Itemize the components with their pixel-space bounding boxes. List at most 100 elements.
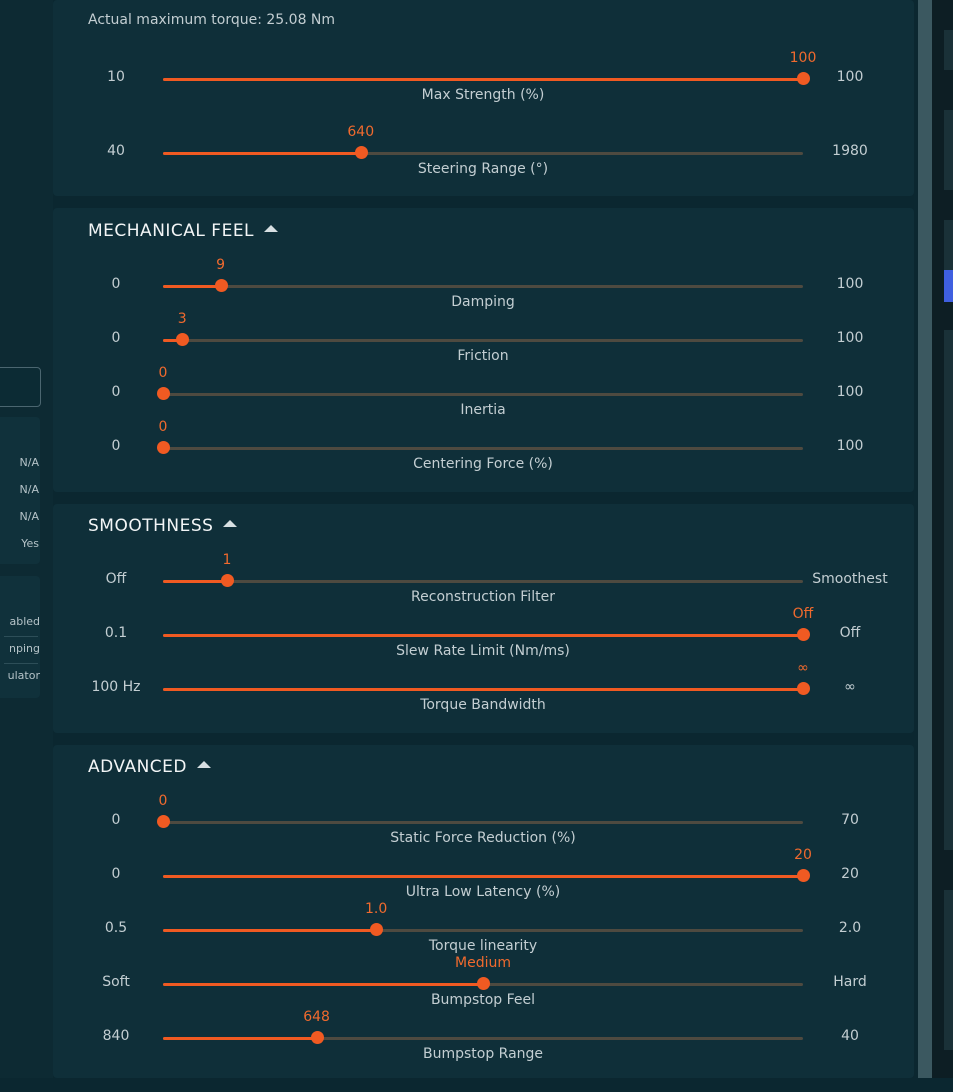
slider-inertia[interactable]: 0 0 100 Inertia [53,365,914,448]
slider-value: 1.0 [364,901,388,917]
slider-min-label: 10 [107,69,125,85]
slider-value: ∞ [797,660,809,676]
slider-max-label: 40 [841,1028,859,1044]
advanced-card: ADVANCED 0 0 70 Static Force Reduction (%) … [53,745,914,1078]
slider-value: 3 [177,311,187,327]
slider-friction[interactable]: 0 3 100 Friction [53,311,914,394]
slider-thumb[interactable] [176,333,190,346]
slider-bumpstop-feel[interactable]: Soft Medium Hard Bumpstop Feel [53,955,914,1038]
collapse-caret-icon[interactable] [197,761,212,768]
slider-min-label: Soft [102,974,130,990]
slider-reconstruction-filter[interactable]: Off 1 Smoothest Reconstruction Filter [53,552,914,635]
slider-fill [163,983,483,986]
slider-track[interactable]: 0 [157,793,803,828]
slider-max-label: 20 [841,866,859,882]
scrollbar[interactable] [918,0,932,1078]
slider-value: 0 [158,419,168,435]
slider-min-label: 0 [111,866,121,882]
status-value: N/A [19,483,39,496]
slider-track[interactable]: 0 [157,365,803,400]
slider-slew-rate-limit[interactable]: 0.1 Off Off Slew Rate Limit (Nm/ms) [53,606,914,689]
slider-track[interactable]: Off [163,606,813,641]
slider-name: Torque Bandwidth [420,697,546,713]
slider-thumb[interactable] [157,815,170,828]
feature-item[interactable]: abled [9,615,40,628]
slider-ultra-low-latency[interactable]: 0 20 20 Ultra Low Latency (%) [53,847,914,930]
slider-track[interactable]: Medium [163,955,803,990]
slider-min-label: 0.1 [104,625,128,641]
slider-value: Medium [455,955,511,971]
slider-track[interactable]: 9 [163,257,803,292]
slider-min-label: 0 [111,384,121,400]
slider-steering-range[interactable]: 40 640 1980 Steering Range (°) [53,124,914,207]
status-value: N/A [19,456,39,469]
slider-fill [163,634,803,637]
slider-max-label: ∞ [844,679,856,695]
slider-min-label: 40 [107,143,125,159]
slider-min-label: 0 [111,330,121,346]
slider-min-label: Off [105,571,127,587]
collapse-caret-icon[interactable] [264,225,279,232]
slider-track[interactable]: 1.0 [163,901,803,936]
slider-static-force-reduction[interactable]: 0 0 70 Static Force Reduction (%) [53,793,914,876]
smoothness-card: SMOOTHNESS Off 1 Smoothest Reconstruction F… [53,504,914,733]
slider-fill [163,78,803,81]
section-header[interactable]: ADVANCED [88,757,212,777]
slider-name: Reconstruction Filter [411,589,555,605]
slider-name: Damping [451,294,515,310]
slider-track[interactable]: 640 [163,124,803,159]
slider-track[interactable]: 3 [163,311,803,346]
slider-min-label: 0 [111,438,121,454]
slider-max-label: 100 [836,438,864,454]
slider-torque-bandwidth[interactable]: 100 Hz ∞ ∞ Torque Bandwidth [53,660,914,743]
slider-max-strength[interactable]: 10 100 100 Max Strength (%) [53,50,914,133]
slider-name: Bumpstop Feel [430,992,536,1008]
slider-thumb[interactable] [370,923,384,936]
slider-max-label: 2.0 [838,920,862,936]
slider-thumb[interactable] [797,869,810,882]
slider-thumb[interactable] [354,146,368,159]
slider-max-label: Off [839,625,861,641]
slider-thumb[interactable] [797,72,810,85]
slider-thumb[interactable] [310,1031,324,1044]
feature-item[interactable]: ulator [7,669,40,682]
section-header[interactable]: SMOOTHNESS [88,516,238,536]
slider-fill [163,152,361,155]
sidebar-input[interactable] [0,367,41,407]
slider-min-label: 840 [102,1028,130,1044]
slider-fill [163,929,377,932]
slider-track[interactable]: 1 [163,552,803,587]
slider-thumb[interactable] [797,682,810,695]
slider-thumb[interactable] [214,279,228,292]
slider-name: Friction [457,348,509,364]
slider-name: Slew Rate Limit (Nm/ms) [396,643,570,659]
section-header[interactable]: MECHANICAL FEEL [88,221,279,241]
slider-fill [163,580,227,583]
slider-track[interactable]: 20 [163,847,812,882]
slider-thumb[interactable] [157,441,170,454]
slider-max-label: Smoothest [812,571,888,587]
slider-name: Steering Range (°) [417,161,549,177]
slider-damping[interactable]: 0 9 100 Damping [53,257,914,340]
slider-value: 9 [216,257,226,273]
slider-track[interactable]: 648 [163,1009,803,1044]
slider-track[interactable]: ∞ [163,660,810,695]
slider-centering-force[interactable]: 0 0 100 Centering Force (%) [53,419,914,502]
slider-track[interactable]: 100 [163,50,816,85]
slider-name: Centering Force (%) [413,456,553,472]
feature-item[interactable]: nping [9,642,40,655]
slider-name: Inertia [460,402,506,418]
slider-value: 20 [794,847,812,863]
slider-value: 0 [158,793,168,809]
slider-track[interactable]: 0 [157,419,803,454]
slider-bumpstop-range[interactable]: 840 648 40 Bumpstop Range [53,1009,914,1092]
slider-thumb[interactable] [477,977,490,990]
collapse-caret-icon[interactable] [223,520,238,527]
slider-thumb[interactable] [157,387,170,400]
slider-torque-linearity[interactable]: 0.5 1.0 2.0 Torque linearity [53,901,914,984]
slider-thumb[interactable] [221,574,234,587]
slider-thumb[interactable] [797,628,810,641]
status-value: Yes [21,537,39,550]
slider-value: 640 [347,124,375,140]
section-title: MECHANICAL FEEL [88,221,255,241]
